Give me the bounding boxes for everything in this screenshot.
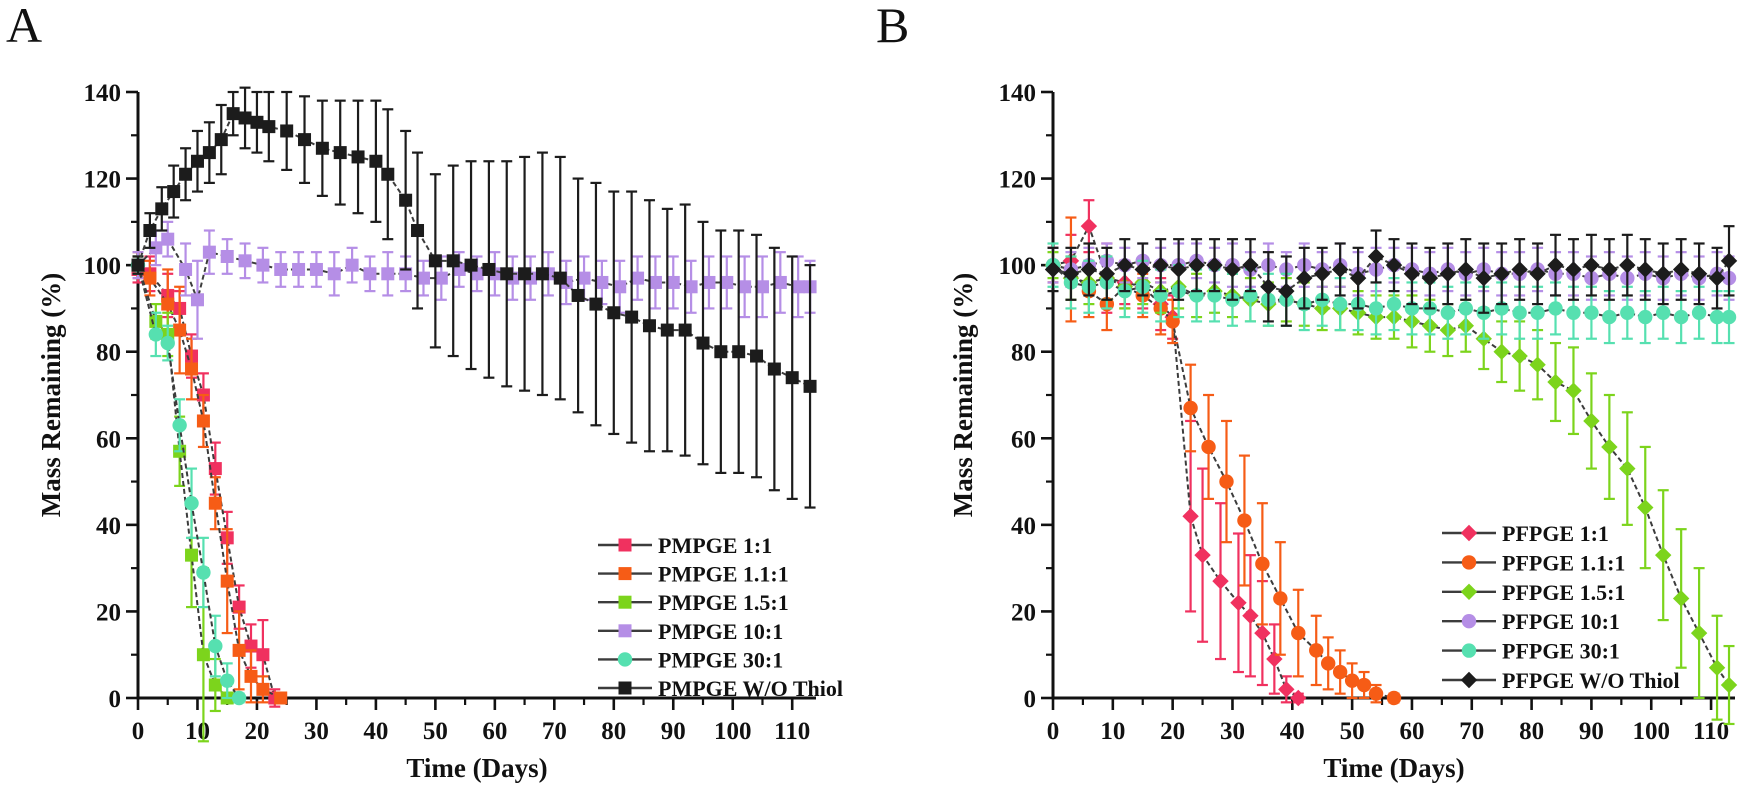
x-tick-label: 100 bbox=[1632, 718, 1670, 745]
x-tick-label: 90 bbox=[661, 718, 686, 745]
panel-a-chart: 0 10 20 30 40 50 60 70 80 90 100 110020406080100120… bbox=[36, 80, 843, 783]
legend-item: PFPGE 1:1 bbox=[1442, 521, 1609, 546]
legend: PFPGE 1:1 PFPGE 1.1:1 PFPGE 1.5:1 PFPGE 10:… bbox=[1442, 521, 1680, 693]
panel-b-letter: B bbox=[876, 0, 910, 53]
legend-item: PMPGE 10:1 bbox=[598, 619, 783, 644]
legend-item: PMPGE W/O Thiol bbox=[598, 676, 843, 701]
legend-item: PMPGE 30:1 bbox=[598, 647, 783, 672]
x-tick-label: 70 bbox=[1459, 718, 1484, 745]
y-tick-label: 100 bbox=[999, 253, 1037, 280]
legend-item: PMPGE 1.1:1 bbox=[598, 562, 789, 587]
x-tick-label: 60 bbox=[1399, 718, 1424, 745]
x-tick-label: 40 bbox=[1280, 718, 1305, 745]
x-axis-title: Time (Days) bbox=[406, 753, 547, 783]
legend-label: PFPGE W/O Thiol bbox=[1502, 668, 1680, 693]
x-axis-ticks: 0 10 20 30 40 50 60 70 80 90 100 110 bbox=[1047, 698, 1729, 745]
x-tick-label: 0 bbox=[132, 718, 145, 745]
legend-label: PFPGE 1.5:1 bbox=[1502, 580, 1625, 605]
x-axis-title: Time (Days) bbox=[1323, 753, 1464, 783]
x-tick-label: 110 bbox=[774, 718, 810, 745]
legend-label: PFPGE 10:1 bbox=[1502, 609, 1620, 634]
x-tick-label: 90 bbox=[1579, 718, 1604, 745]
y-tick-label: 100 bbox=[84, 253, 122, 280]
legend-label: PMPGE 10:1 bbox=[658, 619, 783, 644]
series-pmpge-10-1 bbox=[131, 220, 817, 340]
y-axis-title: Mass Remaining (%) bbox=[36, 273, 66, 518]
x-tick-label: 70 bbox=[542, 718, 567, 745]
legend-item: PFPGE W/O Thiol bbox=[1442, 668, 1680, 693]
legend-item: PFPGE 1.1:1 bbox=[1442, 550, 1625, 575]
legend-item: PMPGE 1:1 bbox=[598, 533, 772, 558]
y-tick-label: 140 bbox=[999, 80, 1037, 107]
legend-label: PMPGE 1:1 bbox=[658, 533, 772, 558]
x-tick-label: 20 bbox=[244, 718, 269, 745]
x-tick-label: 30 bbox=[1220, 718, 1245, 745]
y-tick-label: 60 bbox=[96, 426, 121, 453]
y-tick-label: 20 bbox=[96, 599, 121, 626]
series-pmpge-30-1 bbox=[130, 255, 247, 706]
legend-item: PMPGE 1.5:1 bbox=[598, 590, 789, 615]
y-tick-label: 20 bbox=[1011, 599, 1036, 626]
series-pfpge-1-5-1 bbox=[1044, 251, 1738, 726]
legend-label: PMPGE 30:1 bbox=[658, 647, 783, 672]
x-tick-label: 60 bbox=[482, 718, 507, 745]
y-tick-label: 0 bbox=[109, 686, 122, 713]
y-axis-title: Mass Remaining (%) bbox=[948, 273, 978, 518]
x-tick-label: 0 bbox=[1047, 718, 1060, 745]
x-tick-label: 50 bbox=[1340, 718, 1365, 745]
x-tick-label: 100 bbox=[714, 718, 752, 745]
y-tick-label: 140 bbox=[84, 80, 122, 107]
legend-item: PFPGE 30:1 bbox=[1442, 639, 1620, 664]
x-axis-ticks: 0 10 20 30 40 50 60 70 80 90 100 110 bbox=[132, 698, 810, 745]
x-tick-label: 80 bbox=[1519, 718, 1544, 745]
panel-b-chart: 0 10 20 30 40 50 60 70 80 90 100 110 0 20 40 60 80 100 120… bbox=[948, 80, 1738, 783]
x-tick-label: 10 bbox=[1100, 718, 1125, 745]
series-pfpge-w-o-thiol bbox=[1044, 225, 1738, 327]
y-tick-label: 40 bbox=[96, 513, 121, 540]
y-tick-label: 80 bbox=[1011, 340, 1036, 367]
series-pmpge-w-o-thiol bbox=[131, 86, 817, 509]
y-tick-label: 0 bbox=[1024, 686, 1037, 713]
y-axis-ticks: 0 20 40 60 80 100 120 140 bbox=[999, 80, 1053, 713]
y-tick-label: 40 bbox=[1011, 513, 1036, 540]
legend-label: PFPGE 30:1 bbox=[1502, 639, 1620, 664]
axes bbox=[1051, 92, 1735, 700]
legend-label: PMPGE 1.5:1 bbox=[658, 590, 789, 615]
y-axis-ticks: 0 20 40 60 80 100 120 140 bbox=[84, 80, 138, 713]
x-tick-label: 50 bbox=[423, 718, 448, 745]
y-tick-label: 120 bbox=[999, 167, 1037, 194]
x-tick-label: 30 bbox=[304, 718, 329, 745]
legend-item: PFPGE 1.5:1 bbox=[1442, 580, 1625, 605]
legend: PMPGE 1:1 PMPGE 1.1:1 PMPGE 1.5:1 PMPGE 10:… bbox=[598, 533, 843, 701]
x-tick-label: 40 bbox=[363, 718, 388, 745]
legend-label: PFPGE 1.1:1 bbox=[1502, 550, 1625, 575]
legend-label: PMPGE W/O Thiol bbox=[658, 676, 843, 701]
x-tick-label: 20 bbox=[1160, 718, 1185, 745]
panel-a-letter: A bbox=[6, 0, 43, 53]
legend-label: PMPGE 1.1:1 bbox=[658, 562, 789, 587]
legend-label: PFPGE 1:1 bbox=[1502, 521, 1609, 546]
y-tick-label: 60 bbox=[1011, 426, 1036, 453]
x-tick-label: 80 bbox=[601, 718, 626, 745]
series-pfpge-1-1 bbox=[1044, 199, 1307, 707]
y-tick-label: 120 bbox=[84, 167, 122, 194]
series-pfpge-1-1-1 bbox=[1045, 216, 1402, 706]
y-tick-label: 80 bbox=[96, 340, 121, 367]
x-tick-label: 110 bbox=[1693, 718, 1729, 745]
legend-item: PFPGE 10:1 bbox=[1442, 609, 1620, 634]
